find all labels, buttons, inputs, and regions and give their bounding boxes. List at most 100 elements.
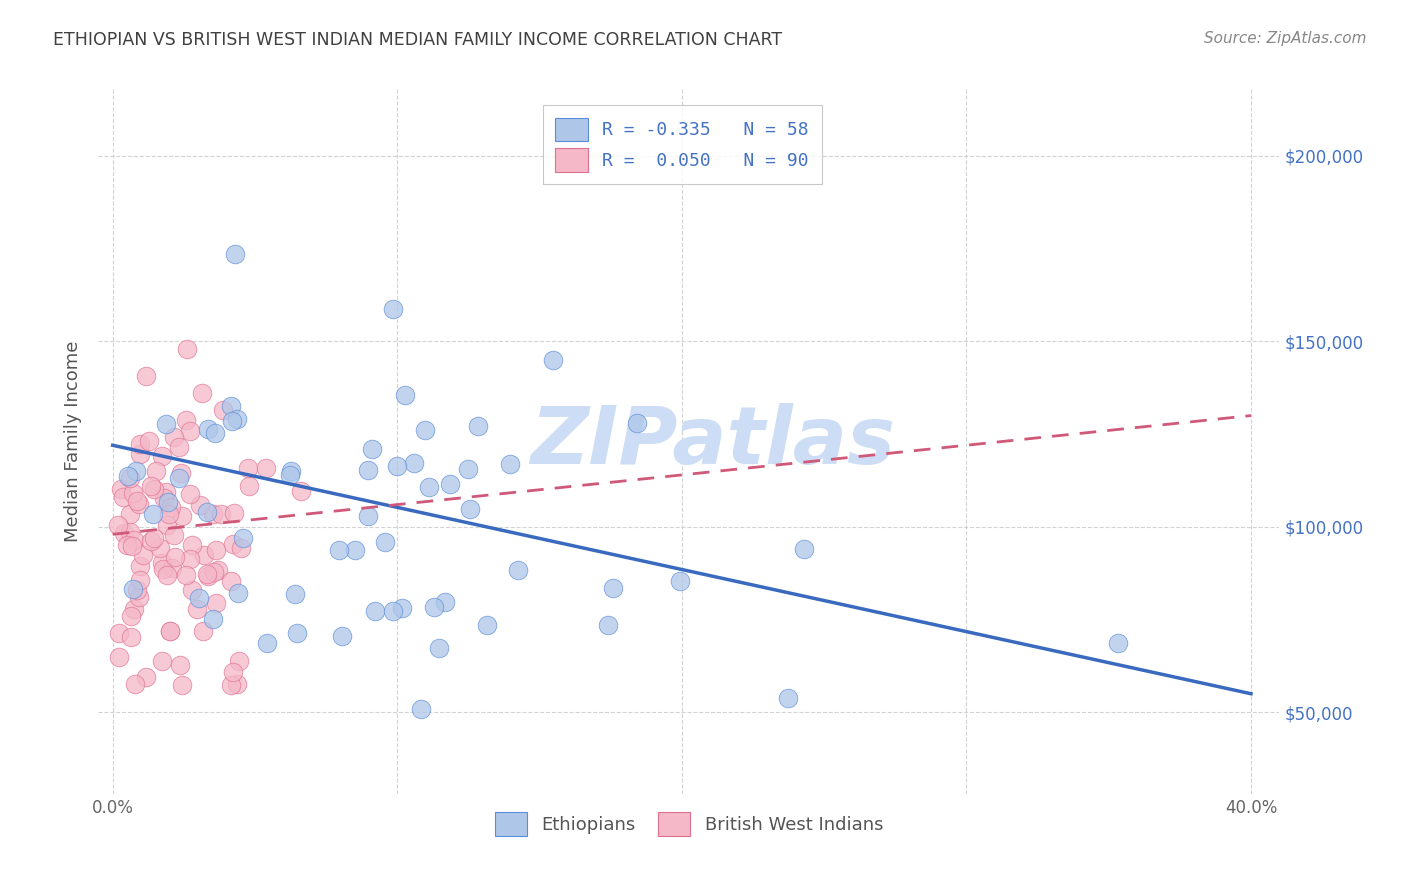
Point — [120, 630, 142, 644]
Point — [107, 650, 129, 665]
Point — [394, 388, 416, 402]
Point — [176, 413, 198, 427]
Point — [180, 582, 202, 597]
Point — [159, 500, 181, 515]
Point — [187, 591, 209, 605]
Point — [602, 581, 624, 595]
Point — [382, 302, 405, 317]
Point — [120, 608, 142, 623]
Point — [193, 548, 215, 562]
Point — [381, 604, 404, 618]
Point — [361, 442, 384, 457]
Point — [118, 471, 141, 485]
Point — [150, 557, 173, 571]
Point — [226, 586, 249, 600]
Point — [167, 470, 190, 484]
Point — [132, 548, 155, 562]
Point — [387, 458, 409, 473]
Point — [141, 534, 163, 549]
Point — [155, 485, 177, 500]
Point — [205, 596, 228, 610]
Point — [149, 541, 172, 555]
Point — [222, 665, 245, 679]
Point — [172, 678, 194, 692]
Point — [122, 533, 145, 547]
Point — [152, 562, 174, 576]
Point — [150, 654, 173, 668]
Point — [197, 422, 219, 436]
Point — [222, 506, 245, 520]
Point — [778, 691, 800, 706]
Point — [191, 624, 214, 639]
Point — [157, 508, 180, 522]
Point — [141, 478, 163, 492]
Point — [142, 482, 165, 496]
Point — [229, 541, 252, 555]
Point — [541, 352, 564, 367]
Point — [157, 495, 180, 509]
Point — [108, 626, 131, 640]
Point — [188, 498, 211, 512]
Point — [135, 368, 157, 383]
Point — [669, 574, 692, 588]
Legend: Ethiopians, British West Indians: Ethiopians, British West Indians — [482, 800, 896, 848]
Point — [112, 526, 135, 541]
Point — [143, 531, 166, 545]
Point — [195, 566, 218, 581]
Point — [118, 525, 141, 540]
Point — [225, 677, 247, 691]
Point — [427, 641, 450, 656]
Point — [125, 464, 148, 478]
Point — [195, 505, 218, 519]
Point — [201, 507, 224, 521]
Point — [153, 491, 176, 505]
Point — [160, 561, 183, 575]
Y-axis label: Median Family Income: Median Family Income — [65, 341, 83, 542]
Point — [205, 543, 228, 558]
Point — [191, 386, 214, 401]
Point — [110, 482, 132, 496]
Point — [285, 626, 308, 640]
Point — [284, 587, 307, 601]
Point — [458, 502, 481, 516]
Point — [439, 476, 461, 491]
Point — [145, 464, 167, 478]
Text: Source: ZipAtlas.com: Source: ZipAtlas.com — [1204, 31, 1367, 46]
Point — [219, 678, 242, 692]
Point — [128, 559, 150, 574]
Point — [344, 542, 367, 557]
Point — [197, 569, 219, 583]
Point — [209, 508, 232, 522]
Point — [280, 464, 302, 478]
Point — [409, 702, 432, 716]
Point — [135, 670, 157, 684]
Point — [107, 518, 129, 533]
Text: ETHIOPIAN VS BRITISH WEST INDIAN MEDIAN FAMILY INCOME CORRELATION CHART: ETHIOPIAN VS BRITISH WEST INDIAN MEDIAN … — [53, 31, 783, 49]
Point — [156, 518, 179, 533]
Point — [111, 490, 134, 504]
Point — [204, 426, 226, 441]
Point — [179, 424, 201, 438]
Point — [167, 440, 190, 454]
Point — [159, 624, 181, 638]
Point — [413, 423, 436, 437]
Point — [181, 538, 204, 552]
Point — [457, 462, 479, 476]
Point — [1107, 635, 1129, 649]
Point — [128, 590, 150, 604]
Point — [506, 563, 529, 577]
Point — [202, 611, 225, 625]
Point — [219, 399, 242, 413]
Point — [174, 567, 197, 582]
Point — [626, 416, 648, 430]
Point — [176, 342, 198, 356]
Point — [793, 542, 815, 557]
Point — [169, 657, 191, 672]
Point — [212, 402, 235, 417]
Point — [391, 600, 413, 615]
Point — [121, 539, 143, 553]
Point — [374, 535, 396, 549]
Point — [278, 467, 301, 482]
Point — [179, 552, 201, 566]
Point — [328, 543, 350, 558]
